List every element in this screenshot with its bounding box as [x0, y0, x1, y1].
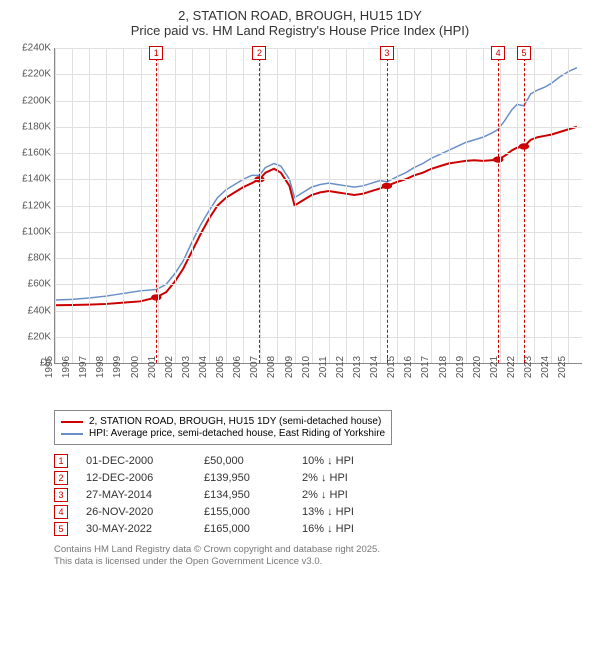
sale-row: 212-DEC-2006£139,9502% ↓ HPI: [54, 471, 590, 485]
x-axis-label: 2025: [557, 356, 568, 378]
legend-item: 2, STATION ROAD, BROUGH, HU15 1DY (semi-…: [61, 416, 385, 427]
x-axis-label: 2018: [437, 356, 448, 378]
x-axis-label: 2012: [335, 356, 346, 378]
x-axis-label: 1996: [61, 356, 72, 378]
x-axis-label: 2016: [403, 356, 414, 378]
x-axis-label: 2010: [301, 356, 312, 378]
sale-marker: 1: [149, 46, 163, 60]
sales-table: 101-DEC-2000£50,00010% ↓ HPI 212-DEC-2006…: [54, 454, 590, 536]
x-axis-label: 2005: [215, 356, 226, 378]
footer-line1: Contains HM Land Registry data © Crown c…: [54, 544, 590, 556]
x-axis-label: 2011: [318, 356, 329, 378]
y-axis-label: £60K: [28, 279, 51, 290]
x-axis-label: 2014: [369, 356, 380, 378]
x-axis-label: 1995: [44, 356, 55, 378]
x-axis-label: 2002: [164, 356, 175, 378]
chart-title: 2, STATION ROAD, BROUGH, HU15 1DY Price …: [10, 8, 590, 38]
legend: 2, STATION ROAD, BROUGH, HU15 1DY (semi-…: [54, 410, 392, 445]
y-axis-label: £220K: [22, 69, 51, 80]
legend-item: HPI: Average price, semi-detached house,…: [61, 428, 385, 439]
x-axis-label: 2006: [232, 356, 243, 378]
x-axis-label: 2009: [283, 356, 294, 378]
x-axis-label: 2017: [420, 356, 431, 378]
y-axis-label: £200K: [22, 95, 51, 106]
x-axis-label: 1999: [112, 356, 123, 378]
sale-marker: 3: [380, 46, 394, 60]
title-subtitle: Price paid vs. HM Land Registry's House …: [10, 23, 590, 38]
y-axis-label: £80K: [28, 253, 51, 264]
x-axis-label: 2019: [455, 356, 466, 378]
chart: £0£20K£40K£60K£80K£100K£120K£140K£160K£1…: [10, 44, 590, 404]
x-axis-label: 1998: [95, 356, 106, 378]
sale-marker: 5: [517, 46, 531, 60]
footer-attribution: Contains HM Land Registry data © Crown c…: [54, 544, 590, 569]
y-axis-label: £160K: [22, 148, 51, 159]
x-axis-label: 2000: [129, 356, 140, 378]
x-axis-label: 2020: [472, 356, 483, 378]
sale-row: 530-MAY-2022£165,00016% ↓ HPI: [54, 522, 590, 536]
y-axis-label: £120K: [22, 200, 51, 211]
sale-row: 426-NOV-2020£155,00013% ↓ HPI: [54, 505, 590, 519]
title-address: 2, STATION ROAD, BROUGH, HU15 1DY: [10, 8, 590, 23]
x-axis-label: 2003: [181, 356, 192, 378]
sale-row: 327-MAY-2014£134,9502% ↓ HPI: [54, 488, 590, 502]
footer-line2: This data is licensed under the Open Gov…: [54, 556, 590, 568]
y-axis-label: £40K: [28, 305, 51, 316]
sale-marker: 4: [491, 46, 505, 60]
sale-row: 101-DEC-2000£50,00010% ↓ HPI: [54, 454, 590, 468]
x-axis-label: 2022: [506, 356, 517, 378]
sale-marker: 2: [252, 46, 266, 60]
y-axis-label: £100K: [22, 226, 51, 237]
y-axis-label: £240K: [22, 43, 51, 54]
x-axis-label: 2024: [540, 356, 551, 378]
y-axis-label: £180K: [22, 121, 51, 132]
x-axis-label: 2008: [266, 356, 277, 378]
plot-area: £0£20K£40K£60K£80K£100K£120K£140K£160K£1…: [54, 48, 582, 364]
y-axis-label: £140K: [22, 174, 51, 185]
x-axis-label: 2004: [198, 356, 209, 378]
x-axis-label: 2013: [352, 356, 363, 378]
y-axis-label: £20K: [28, 331, 51, 342]
x-axis-label: 1997: [78, 356, 89, 378]
